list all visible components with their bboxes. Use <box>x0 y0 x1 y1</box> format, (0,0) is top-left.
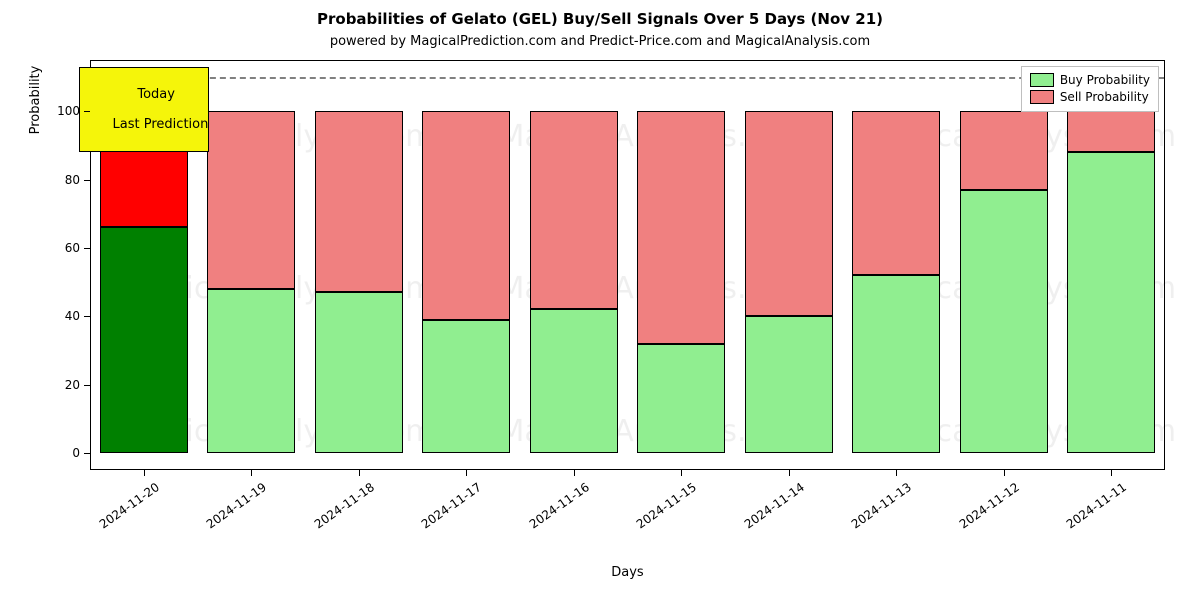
x-tick <box>466 470 467 476</box>
y-tick-label: 60 <box>40 241 80 255</box>
legend-item-sell: Sell Probability <box>1030 89 1150 106</box>
x-tick-label: 2024-11-12 <box>940 480 1022 543</box>
bar-sell-segment <box>745 111 833 316</box>
bar-buy-segment <box>207 289 295 453</box>
bar-buy-segment <box>1067 152 1155 453</box>
annotation-line-1: Today <box>137 87 175 102</box>
y-tick <box>84 316 90 317</box>
bar-buy-segment <box>315 292 403 453</box>
bar-buy-segment <box>852 275 940 453</box>
y-tick <box>84 453 90 454</box>
legend-label-buy: Buy Probability <box>1060 72 1150 89</box>
bar-sell-segment <box>315 111 403 292</box>
x-axis-title: Days <box>90 565 1165 580</box>
x-tick-label: 2024-11-13 <box>833 480 915 543</box>
bar-sell-segment <box>207 111 295 289</box>
x-tick <box>1111 470 1112 476</box>
x-tick <box>789 470 790 476</box>
x-tick <box>896 470 897 476</box>
y-tick <box>84 111 90 112</box>
x-tick-label: 2024-11-18 <box>295 480 377 543</box>
bar-sell-segment <box>960 111 1048 190</box>
x-tick <box>681 470 682 476</box>
bar-group <box>852 60 940 470</box>
bar-group <box>1067 60 1155 470</box>
bar-group <box>960 60 1048 470</box>
bar-buy-segment <box>960 190 1048 453</box>
bar-group <box>315 60 403 470</box>
y-tick-label: 80 <box>40 173 80 187</box>
plot-area: MagicalAnalysis.comMagicalAnalysis.comMa… <box>90 60 1165 470</box>
bar-sell-segment <box>852 111 940 275</box>
bar-buy-segment <box>530 309 618 453</box>
y-tick-label: 40 <box>40 309 80 323</box>
bar-sell-segment <box>530 111 618 309</box>
y-tick-label: 20 <box>40 378 80 392</box>
bar-group <box>530 60 618 470</box>
y-tick <box>84 385 90 386</box>
legend-swatch-sell <box>1030 90 1054 104</box>
x-tick-label: 2024-11-17 <box>403 480 485 543</box>
y-tick <box>84 180 90 181</box>
x-tick-label: 2024-11-15 <box>618 480 700 543</box>
y-tick <box>84 248 90 249</box>
x-tick <box>574 470 575 476</box>
bar-sell-segment <box>422 111 510 319</box>
legend: Buy Probability Sell Probability <box>1021 66 1159 112</box>
x-tick-label: 2024-11-20 <box>80 480 162 543</box>
chart-subtitle: powered by MagicalPrediction.com and Pre… <box>0 34 1200 49</box>
x-tick <box>144 470 145 476</box>
bar-sell-segment <box>637 111 725 343</box>
x-tick <box>1004 470 1005 476</box>
bar-buy-segment <box>637 344 725 453</box>
y-tick-label: 0 <box>40 446 80 460</box>
bar-buy-segment <box>100 227 188 453</box>
today-annotation: Today Last Prediction <box>79 67 209 152</box>
bar-group <box>207 60 295 470</box>
x-tick <box>359 470 360 476</box>
bar-buy-segment <box>422 320 510 453</box>
bar-group <box>745 60 833 470</box>
chart-figure: Probabilities of Gelato (GEL) Buy/Sell S… <box>0 0 1200 600</box>
y-axis-title: Probability <box>28 0 43 305</box>
bar-sell-segment <box>1067 111 1155 152</box>
x-tick-label: 2024-11-14 <box>725 480 807 543</box>
legend-item-buy: Buy Probability <box>1030 72 1150 89</box>
bar-buy-segment <box>745 316 833 453</box>
bar-group <box>637 60 725 470</box>
legend-swatch-buy <box>1030 73 1054 87</box>
chart-title: Probabilities of Gelato (GEL) Buy/Sell S… <box>0 10 1200 28</box>
x-tick-label: 2024-11-19 <box>188 480 270 543</box>
x-tick <box>251 470 252 476</box>
annotation-line-2: Last Prediction <box>113 117 209 132</box>
bar-group <box>422 60 510 470</box>
legend-label-sell: Sell Probability <box>1060 89 1149 106</box>
y-tick-label: 100 <box>40 104 80 118</box>
x-tick-label: 2024-11-16 <box>510 480 592 543</box>
x-tick-label: 2024-11-11 <box>1048 480 1130 543</box>
